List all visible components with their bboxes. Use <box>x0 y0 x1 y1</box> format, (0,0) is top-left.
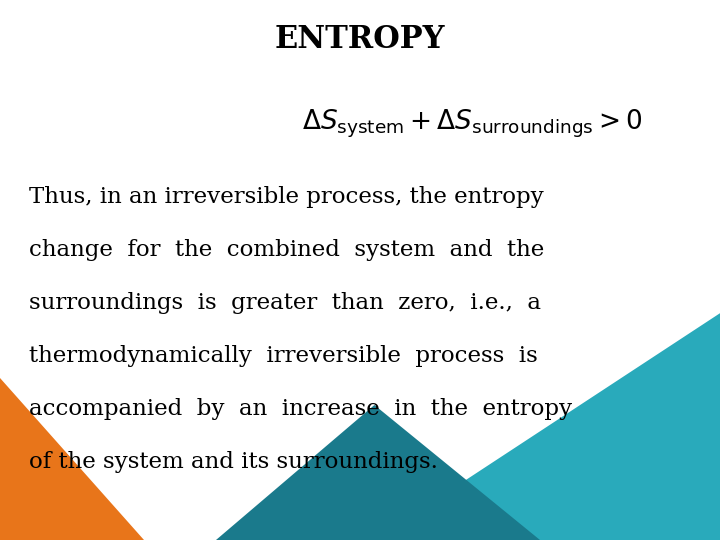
Polygon shape <box>108 313 720 540</box>
Polygon shape <box>216 405 540 540</box>
Text: thermodynamically  irreversible  process  is: thermodynamically irreversible process i… <box>29 345 538 367</box>
Text: accompanied  by  an  increase  in  the  entropy: accompanied by an increase in the entrop… <box>29 398 572 420</box>
Text: surroundings  is  greater  than  zero,  i.e.,  a: surroundings is greater than zero, i.e.,… <box>29 292 541 314</box>
Text: Thus, in an irreversible process, the entropy: Thus, in an irreversible process, the en… <box>29 186 544 208</box>
Text: $\Delta S_{\mathrm{system}} + \Delta S_{\mathrm{surroundings}} > 0$: $\Delta S_{\mathrm{system}} + \Delta S_{… <box>302 108 643 140</box>
Text: of the system and its surroundings.: of the system and its surroundings. <box>29 451 438 473</box>
Text: ENTROPY: ENTROPY <box>275 24 445 55</box>
Polygon shape <box>0 378 144 540</box>
Text: change  for  the  combined  system  and  the: change for the combined system and the <box>29 239 544 261</box>
